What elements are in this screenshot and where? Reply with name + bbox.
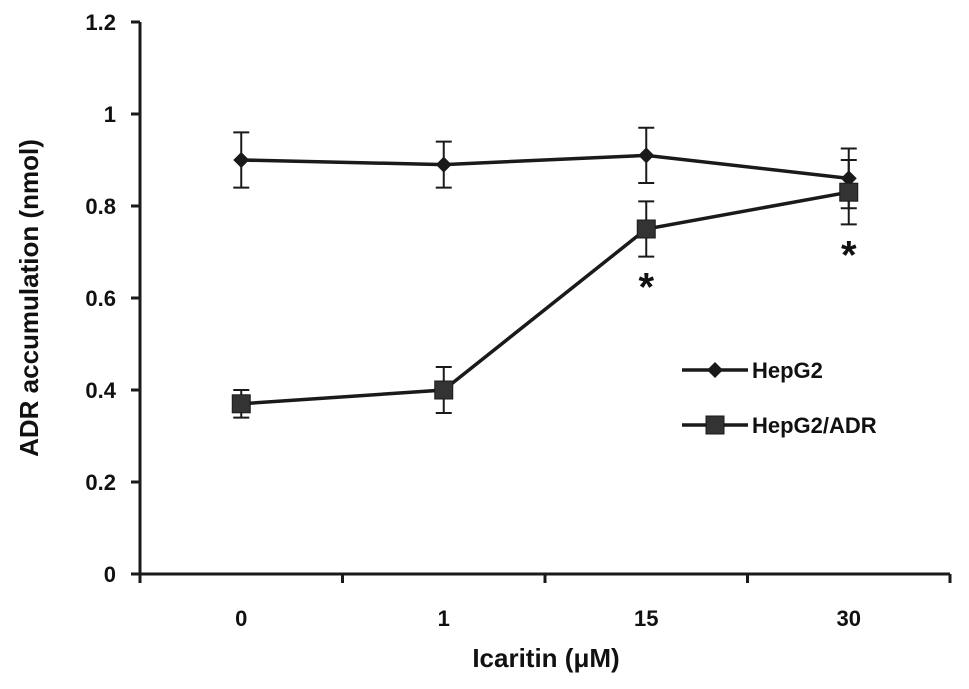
legend: HepG2 HepG2/ADR (682, 358, 877, 438)
x-tick-label: 1 (438, 606, 450, 631)
significance-asterisk: * (841, 233, 857, 277)
legend-item: HepG2 (682, 358, 823, 383)
data-point (233, 152, 250, 168)
legend-marker (705, 415, 725, 435)
annotations: ** (638, 233, 857, 309)
y-tick-label: 0 (104, 562, 116, 587)
series-line (241, 153, 849, 181)
y-tick-label: 0.8 (85, 194, 116, 219)
x-axis-title: Icaritin (μM) (472, 643, 619, 673)
significance-asterisk: * (638, 266, 654, 310)
legend-label: HepG2/ADR (752, 413, 877, 438)
y-axis-title: ADR accumulation (nmol) (14, 139, 44, 457)
x-tick-labels: 0 1 15 30 (235, 606, 861, 631)
x-tick-label: 15 (634, 606, 658, 631)
legend-label: HepG2 (752, 358, 823, 383)
y-tick-label: 0.2 (85, 470, 116, 495)
legend-marker (707, 362, 723, 378)
y-tick-labels: 0 0.2 0.4 0.6 0.8 1 1.2 (85, 10, 116, 587)
series-layer (231, 126, 859, 419)
x-tick-label: 30 (837, 606, 861, 631)
y-tick-label: 0.4 (85, 378, 116, 403)
data-point (231, 394, 251, 414)
data-point (434, 380, 454, 400)
y-tick-label: 1.2 (85, 10, 116, 35)
x-tick-label: 0 (235, 606, 247, 631)
axes (131, 20, 952, 583)
legend-item: HepG2/ADR (682, 413, 877, 438)
data-point (839, 182, 859, 202)
data-point (435, 156, 452, 173)
series-hepg2 (233, 126, 857, 210)
series-hepg2-adr (231, 159, 859, 419)
y-tick-label: 0.6 (85, 286, 116, 311)
y-tick-label: 1 (104, 102, 116, 127)
series-line (241, 190, 850, 406)
data-point (638, 147, 655, 164)
data-point (636, 219, 656, 239)
